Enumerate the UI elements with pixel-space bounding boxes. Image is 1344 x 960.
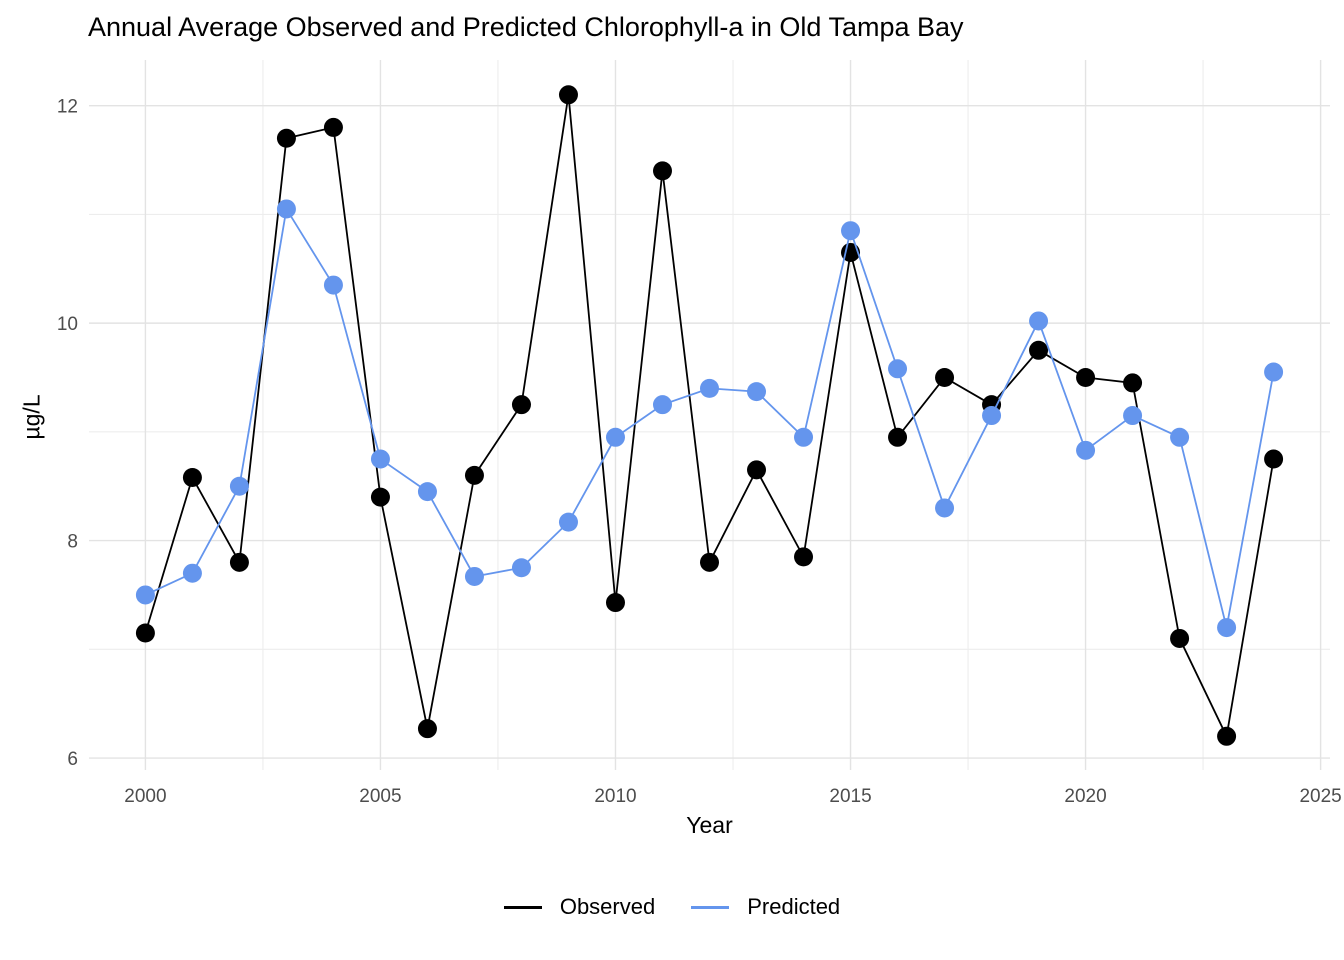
y-axis-tick-label: 8 [67, 532, 78, 553]
predicted-point-2002 [229, 476, 249, 496]
chart-title: Annual Average Observed and Predicted Ch… [88, 12, 964, 42]
predicted-line-swatch [691, 905, 730, 909]
observed-point-2020 [1076, 367, 1096, 387]
predicted-point-2007 [464, 566, 484, 586]
observed-line [144, 94, 1275, 740]
observed-point-2022 [1170, 628, 1190, 648]
predicted-point-2019 [1029, 311, 1049, 331]
predicted-point-2009 [558, 512, 578, 532]
predicted-point-2011 [652, 395, 672, 415]
observed-point-2011 [652, 161, 672, 181]
observed-point-2006 [417, 719, 437, 739]
x-axis-title: Year [686, 812, 733, 838]
observed-point-2014 [794, 547, 814, 567]
predicted-point-2006 [417, 482, 437, 502]
predicted-point-2004 [323, 275, 343, 295]
predicted-point-2001 [182, 563, 202, 583]
observed-point-2005 [370, 487, 390, 507]
observed-point-2008 [511, 395, 531, 415]
predicted-point-2012 [700, 378, 719, 398]
predicted-point-2023 [1217, 618, 1237, 638]
x-axis-tick-label: 2005 [359, 786, 401, 807]
predicted-point-2015 [841, 221, 861, 241]
observed-point-2002 [229, 552, 249, 572]
observed-point-2009 [558, 85, 578, 105]
predicted-point-2008 [511, 558, 531, 578]
observed-point-2017 [935, 367, 955, 387]
observed-line-swatch [503, 905, 542, 909]
x-axis-tick-label: 2010 [594, 786, 636, 807]
predicted-point-2022 [1170, 427, 1190, 447]
observed-point-2007 [464, 465, 484, 485]
legend-label-observed: Observed [559, 894, 656, 919]
observed-point-2010 [605, 593, 625, 613]
legend-label-predicted: Predicted [747, 894, 841, 919]
legend-item-observed: Observed [503, 894, 656, 920]
observed-point-2004 [323, 117, 343, 137]
predicted-point-2018 [982, 406, 1002, 426]
y-axis-tick-label: 10 [57, 314, 78, 335]
observed-point-2000 [135, 623, 155, 643]
x-axis-tick-label: 2015 [829, 786, 871, 807]
predicted-point-2010 [605, 427, 625, 447]
predicted-point-2024 [1264, 362, 1284, 382]
observed-point-2013 [747, 460, 767, 480]
predicted-point-2020 [1076, 440, 1096, 460]
predicted-point-2013 [747, 382, 767, 402]
observed-point-2016 [888, 427, 908, 447]
observed-point-2023 [1217, 726, 1237, 746]
legend-item-predicted: Predicted [691, 894, 840, 920]
predicted-point-2014 [794, 427, 814, 447]
observed-point-2021 [1123, 373, 1143, 393]
y-axis-tick-label: 6 [67, 749, 78, 770]
predicted-point-2003 [276, 199, 296, 219]
observed-point-2019 [1029, 340, 1049, 360]
observed-point-2024 [1264, 449, 1284, 469]
y-axis-tick-label: 12 [57, 97, 78, 118]
legend: Observed Predicted [0, 894, 1344, 920]
x-axis-tick-label: 2020 [1064, 786, 1106, 807]
x-axis-tick-label: 2000 [124, 786, 166, 807]
observed-point-2003 [276, 128, 296, 148]
predicted-point-2000 [135, 585, 155, 605]
observed-point-2001 [182, 468, 202, 488]
predicted-point-2017 [935, 498, 955, 518]
x-axis-tick-label: 2025 [1299, 786, 1341, 807]
predicted-point-2021 [1123, 406, 1143, 426]
observed-point-2012 [700, 552, 719, 572]
predicted-point-2016 [888, 359, 908, 379]
predicted-point-2005 [370, 449, 390, 469]
